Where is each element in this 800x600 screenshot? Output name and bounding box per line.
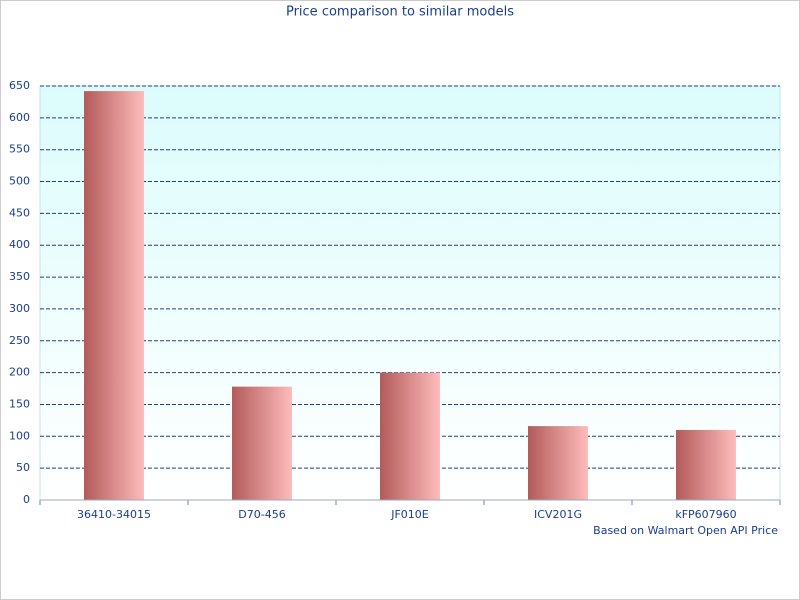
y-tick-label: 350 (9, 270, 30, 283)
y-tick-label: 100 (9, 429, 30, 442)
chart-title: Price comparison to similar models (286, 5, 514, 20)
y-tick-label: 50 (16, 461, 30, 474)
bar (380, 372, 440, 500)
x-tick-label: D70-456 (238, 508, 285, 521)
x-tick-label: ICV201G (534, 508, 582, 521)
y-tick-label: 150 (9, 397, 30, 410)
x-tick-label: kFP607960 (675, 508, 736, 521)
y-tick-label: 650 (9, 79, 30, 92)
y-tick-label: 0 (23, 493, 30, 506)
x-tick-label: 36410-34015 (77, 508, 151, 521)
y-tick-label: 550 (9, 143, 30, 156)
y-tick-label: 500 (9, 175, 30, 188)
bar (676, 429, 736, 500)
y-tick-label: 250 (9, 334, 30, 347)
x-tick-label: JF010E (390, 508, 429, 521)
y-tick-label: 450 (9, 206, 30, 219)
y-tick-label: 400 (9, 238, 30, 251)
y-tick-label: 300 (9, 302, 30, 315)
y-tick-label: 200 (9, 366, 30, 379)
y-tick-label: 600 (9, 111, 30, 124)
bar (84, 91, 144, 500)
footnote: Based on Walmart Open API Price (593, 524, 778, 537)
bar (232, 386, 292, 500)
bar (528, 426, 588, 500)
